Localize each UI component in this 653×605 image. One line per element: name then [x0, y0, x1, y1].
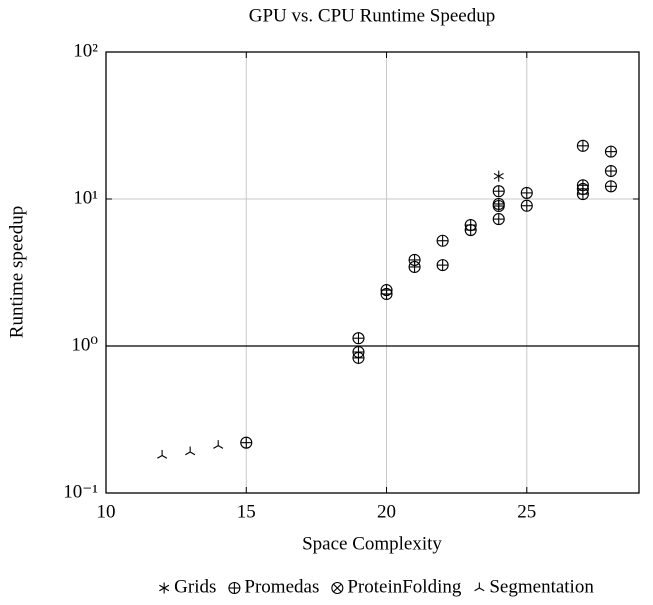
marker-stroke — [159, 584, 170, 592]
marker — [380, 287, 393, 300]
marker — [576, 188, 589, 201]
marker — [604, 180, 617, 193]
marker — [492, 213, 505, 226]
y-axis-label: Runtime speedup — [6, 206, 27, 338]
marker — [352, 351, 365, 364]
marker — [157, 449, 168, 459]
legend-label: Grids — [174, 576, 216, 597]
chart-title: GPU vs. CPU Runtime Speedup — [249, 5, 496, 26]
marker — [492, 185, 505, 198]
marker-stroke — [213, 445, 219, 449]
marker-stroke — [479, 587, 485, 592]
legend-label: ProteinFolding — [347, 576, 462, 597]
marker — [185, 446, 196, 456]
y-tick-label: 10⁰ — [71, 334, 98, 355]
marker — [228, 581, 241, 595]
marker — [436, 234, 449, 247]
legend: Grids Promedas ProteinFolding Segmentation — [159, 576, 594, 597]
marker-stroke — [185, 451, 191, 456]
marker-stroke — [161, 454, 168, 459]
x-tick-label: 15 — [237, 501, 256, 522]
legend-label: Promedas — [244, 576, 319, 597]
legend-item: Grids — [159, 576, 216, 597]
marker — [464, 223, 477, 237]
plot-frame — [105, 51, 640, 494]
marker-stroke — [493, 172, 504, 180]
x-axis-label: Space Complexity — [302, 533, 442, 554]
x-tick-label: 10 — [97, 501, 116, 522]
marker — [408, 260, 421, 273]
marker-stroke — [217, 445, 224, 449]
marker-ring — [331, 581, 344, 595]
marker-stroke — [333, 583, 342, 593]
legend-item: Promedas — [228, 576, 319, 597]
marker-stroke — [189, 451, 196, 456]
marker — [493, 170, 504, 182]
marker — [604, 145, 617, 158]
marker — [436, 259, 449, 272]
marker — [520, 199, 533, 212]
marker — [576, 139, 589, 152]
y-tick-label: 10⁻¹ — [63, 481, 98, 502]
y-tick-label: 10² — [73, 40, 98, 61]
legend-item: Segmentation — [474, 576, 594, 597]
marker — [352, 332, 365, 345]
marker-stroke — [157, 454, 163, 459]
marker — [604, 164, 617, 178]
marker-stroke — [474, 587, 480, 592]
marker — [331, 581, 344, 595]
marker — [159, 582, 170, 594]
marker — [474, 582, 485, 592]
y-tick-label: 10¹ — [73, 187, 98, 208]
legend-label: Segmentation — [489, 576, 594, 597]
legend-item: ProteinFolding — [331, 576, 462, 597]
x-tick-label: 20 — [377, 501, 396, 522]
x-tick-label: 25 — [517, 501, 536, 522]
marker — [213, 440, 224, 449]
marker — [492, 199, 505, 213]
marker — [520, 186, 533, 199]
marker — [240, 436, 253, 449]
